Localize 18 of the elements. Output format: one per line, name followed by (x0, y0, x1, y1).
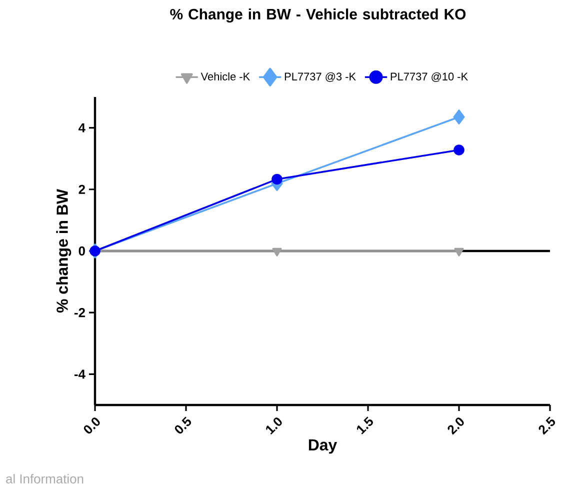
text: al Information (6, 474, 84, 484)
legend-label: Vehicle -K (200, 72, 250, 80)
legend-label: PL7737 @10 -K (390, 72, 468, 82)
x-tick-label: 0.5 (174, 416, 192, 434)
x-tick-label: 2.5 (538, 416, 556, 435)
chart-title: % Change in BW - Vehicle subtracted KO (170, 8, 466, 23)
y-tick-label: 2 (78, 184, 85, 194)
x-axis-title: Day (308, 439, 338, 454)
x-tick-label: 1.5 (356, 416, 373, 434)
y-tick-label: 0 (78, 246, 85, 256)
x-tick-label: 0.0 (84, 418, 100, 434)
y-tick-label: -2 (74, 308, 85, 318)
y-tick-label: 4 (78, 123, 86, 132)
x-tick-label: 2.0 (448, 418, 464, 435)
legend-label: PL7737 @3 -K (284, 72, 356, 82)
x-tick-label: 1.0 (266, 418, 282, 435)
y-axis-title: % change in BW (56, 189, 72, 313)
y-tick-label: -4 (74, 370, 86, 379)
